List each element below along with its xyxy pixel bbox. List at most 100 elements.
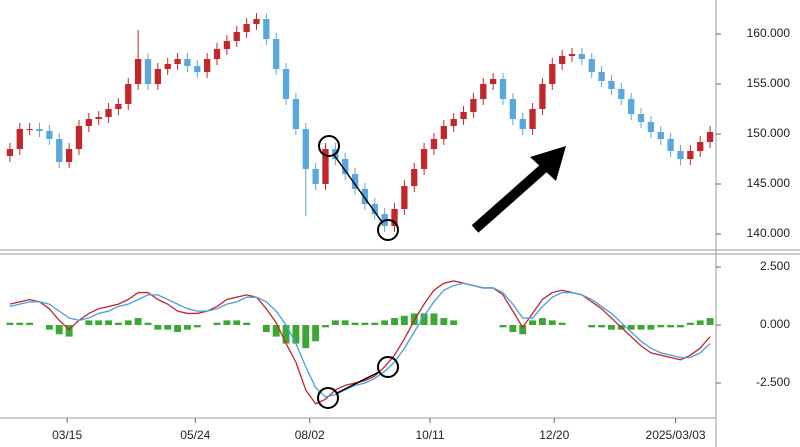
candle-body xyxy=(480,84,487,99)
annotation-line xyxy=(336,371,380,394)
histogram-bar xyxy=(341,320,349,326)
candle-body xyxy=(36,129,43,131)
histogram-bar xyxy=(331,320,339,326)
annotation-line xyxy=(333,154,383,223)
histogram-bar xyxy=(450,320,458,326)
candle-body xyxy=(509,99,517,119)
candle-body xyxy=(6,149,14,156)
candle-body xyxy=(687,151,694,159)
histogram-bar xyxy=(430,313,438,326)
histogram-bar xyxy=(696,320,704,326)
histogram-bar xyxy=(538,318,546,326)
indicator-line xyxy=(9,282,711,398)
candle-body xyxy=(223,41,231,49)
histogram-bar xyxy=(598,325,606,328)
candle-body xyxy=(578,54,586,59)
histogram-bar xyxy=(706,318,714,326)
candle-body xyxy=(529,109,536,129)
histogram-bar xyxy=(312,325,320,342)
candle-body xyxy=(233,32,240,41)
annotation-circle xyxy=(317,387,339,409)
y-tick-label: 150.000 xyxy=(747,126,791,140)
candle-body xyxy=(539,84,546,109)
candle-body xyxy=(420,149,428,169)
candle-body xyxy=(361,189,369,204)
histogram-bar xyxy=(292,325,300,344)
candle-body xyxy=(26,129,33,130)
candle-body xyxy=(115,104,122,109)
histogram-bar xyxy=(637,325,645,330)
histogram-bar xyxy=(124,320,132,326)
candle-body xyxy=(618,89,625,99)
candle-body xyxy=(608,81,615,89)
histogram-bar xyxy=(55,325,63,335)
candle-body xyxy=(65,149,73,162)
candle-body xyxy=(46,131,53,139)
histogram-bar xyxy=(45,325,53,330)
histogram-bar xyxy=(509,325,517,332)
x-tick-label: 05/24 xyxy=(180,428,210,442)
histogram-bar xyxy=(657,325,665,328)
candle-body xyxy=(174,59,181,64)
histogram-bar xyxy=(558,322,566,326)
histogram-bar xyxy=(154,325,162,330)
x-tick-label: 10/11 xyxy=(415,428,444,442)
candle-body xyxy=(154,69,162,84)
histogram-bar xyxy=(193,325,201,328)
histogram-bar xyxy=(361,322,369,326)
histogram-bar xyxy=(85,320,93,326)
candle-body xyxy=(144,59,152,84)
histogram-bar xyxy=(26,322,34,326)
candle-body xyxy=(194,66,201,72)
candle-body xyxy=(56,139,63,162)
histogram-bar xyxy=(647,325,655,330)
arrow-shaft xyxy=(471,163,549,233)
annotation-circle xyxy=(318,135,340,157)
y-tick-label: 145.000 xyxy=(747,176,791,190)
candle-body xyxy=(647,122,655,132)
y-tick-label: 0.000 xyxy=(760,317,790,331)
candle-body xyxy=(213,49,221,59)
histogram-bar xyxy=(499,325,507,328)
candle-body xyxy=(243,24,250,32)
candle-body xyxy=(628,99,635,114)
histogram-bar xyxy=(272,325,280,337)
candle-body xyxy=(302,129,309,169)
candle-body xyxy=(75,126,83,149)
candle-body xyxy=(184,59,191,66)
candle-body xyxy=(470,99,477,112)
histogram-bar xyxy=(588,325,596,328)
histogram-bar xyxy=(686,322,694,326)
candle-body xyxy=(568,54,576,56)
histogram-bar xyxy=(440,318,448,326)
plot-area xyxy=(6,13,714,405)
candle-body xyxy=(164,64,171,69)
histogram-bar xyxy=(65,325,73,337)
candle-body xyxy=(125,84,132,104)
candle-body xyxy=(263,19,270,39)
histogram-bar xyxy=(381,320,389,326)
histogram-bar xyxy=(243,322,251,326)
candle-body xyxy=(430,139,438,149)
candle-body xyxy=(519,119,526,129)
histogram-bar xyxy=(351,322,359,326)
histogram-bar xyxy=(302,325,310,349)
histogram-bar xyxy=(183,325,191,330)
histogram-bar xyxy=(174,325,182,332)
histogram-bar xyxy=(400,315,408,326)
y-tick-label: -2.500 xyxy=(756,375,790,389)
histogram-bar xyxy=(391,318,398,326)
candle-body xyxy=(657,132,664,139)
candle-body xyxy=(401,186,408,209)
histogram-bar xyxy=(16,322,24,326)
y-tick-label: 160.000 xyxy=(747,26,791,40)
histogram-bar xyxy=(420,313,428,326)
histogram-bar xyxy=(548,320,556,326)
candle-body xyxy=(588,59,595,72)
annotations xyxy=(317,135,566,409)
candle-body xyxy=(134,59,142,84)
y-tick-label: 140.000 xyxy=(747,226,791,240)
histogram-bar xyxy=(519,325,527,335)
x-tick-label: 2025/03/03 xyxy=(646,428,706,442)
